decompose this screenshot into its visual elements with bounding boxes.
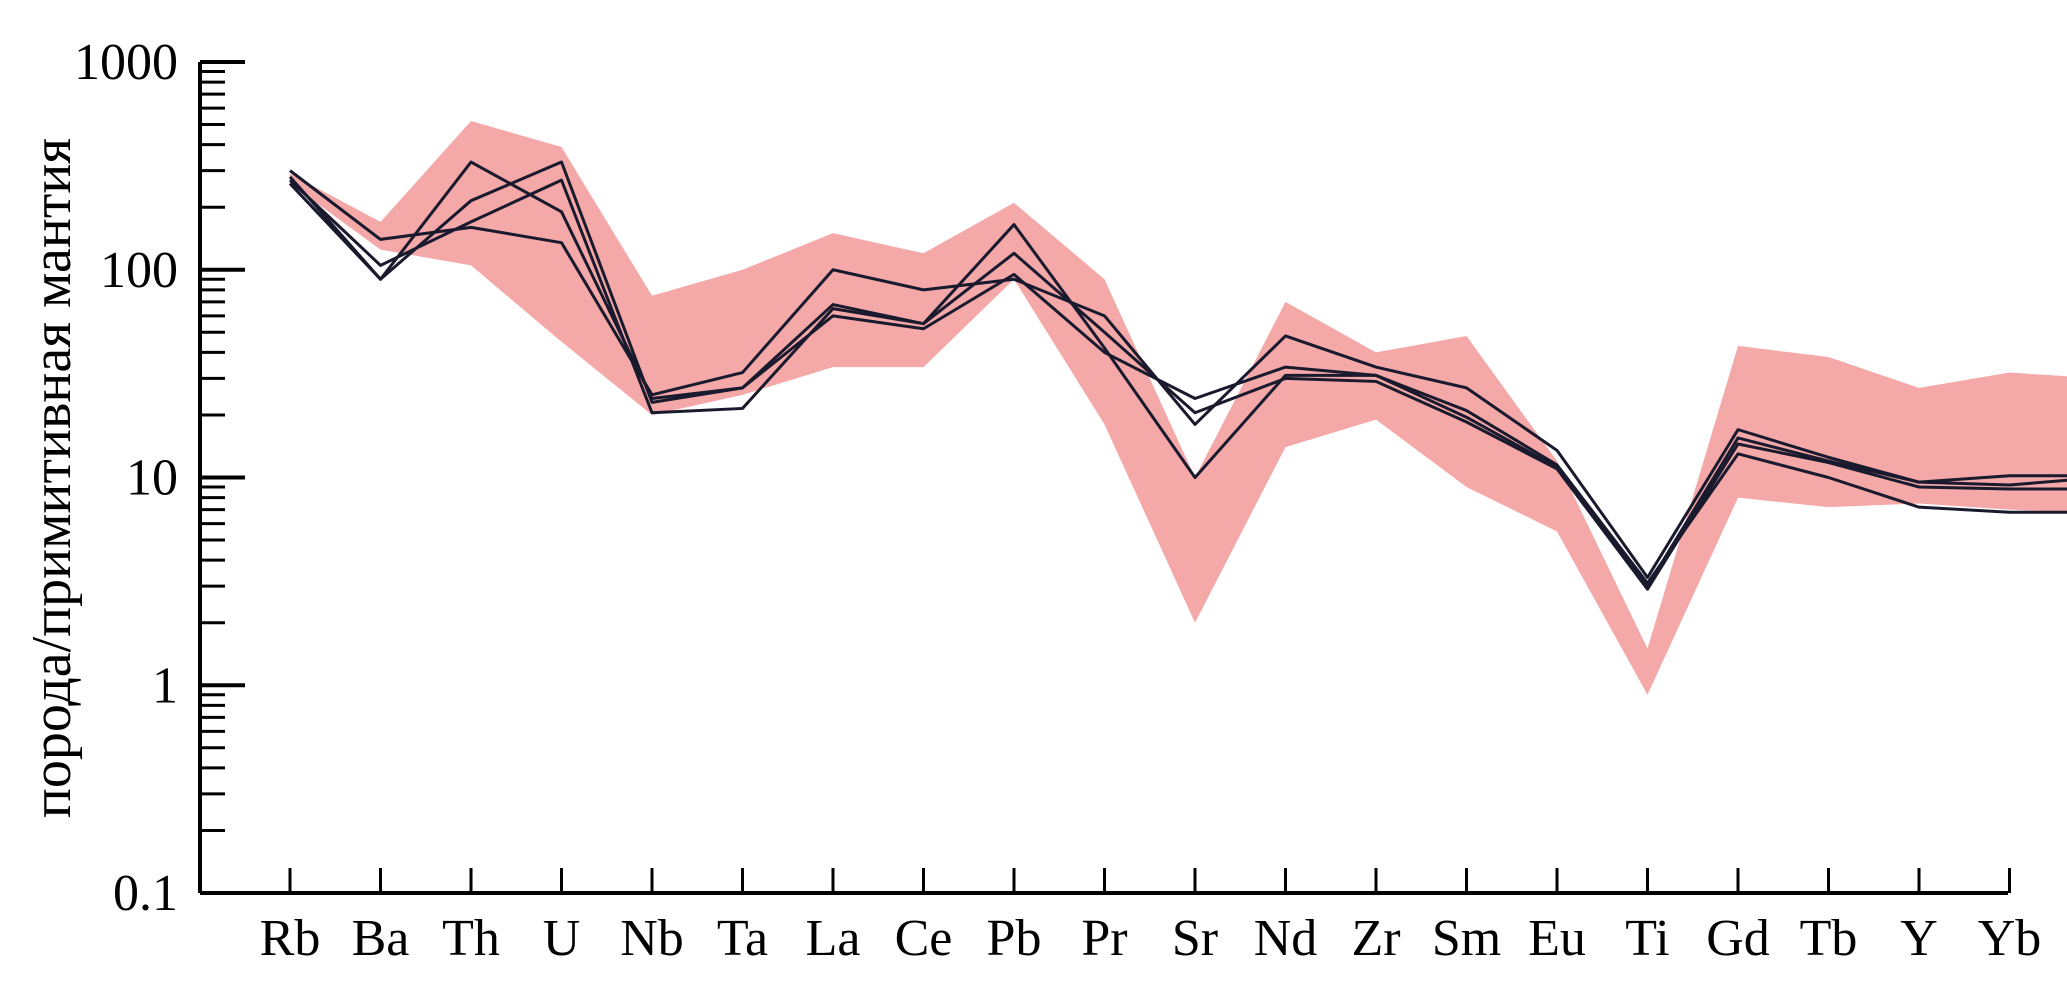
x-tick-label: Sm (1432, 910, 1501, 967)
series-line-4 (288, 178, 2067, 591)
series-line-1 (289, 169, 2067, 580)
y-tick-label: 0.1 (113, 865, 178, 922)
x-tick-label: Sr (1172, 910, 1218, 967)
x-tick-label: La (806, 910, 861, 967)
y-axis-title: порода/примитивная мантия (21, 138, 83, 818)
y-tick-label: 1 (152, 657, 178, 714)
y-tick-label: 100 (100, 242, 178, 299)
x-tick-label: Yb (1978, 910, 2042, 967)
y-tick-label: 10 (126, 450, 178, 507)
x-tick-label: Ti (1625, 910, 1669, 967)
x-tick-label: Rb (260, 910, 321, 967)
x-tick-label: Nb (620, 910, 684, 967)
y-ticks: 1000 100 10 1 0.1 (74, 34, 245, 922)
x-tick-label: Eu (1528, 910, 1586, 967)
x-tick-label: Nd (1254, 910, 1318, 967)
x-tick-label: Tb (1800, 910, 1858, 967)
series-layer (288, 160, 2067, 591)
x-tick-label: Ce (895, 910, 953, 967)
x-tick-label: Pb (987, 910, 1042, 967)
series-line-3 (288, 160, 2067, 588)
x-ticks: RbBaThUNbTaLaCePbPrSrNdZrSmEuTiGdTbYYbLu (260, 868, 2042, 967)
x-tick-label: Ta (717, 910, 768, 967)
x-tick-label: Zr (1351, 910, 1400, 967)
x-tick-label: Y (1900, 910, 1938, 967)
series-line-2 (288, 160, 2067, 585)
x-tick-label: Ba (352, 910, 410, 967)
x-tick-label: Gd (1706, 910, 1770, 967)
range-band (290, 121, 2067, 695)
x-tick-label: Th (442, 910, 500, 967)
x-tick-label: U (543, 910, 581, 967)
y-tick-label: 1000 (74, 34, 178, 91)
band-layer (290, 121, 2067, 695)
x-tick-label: Pr (1081, 910, 1127, 967)
